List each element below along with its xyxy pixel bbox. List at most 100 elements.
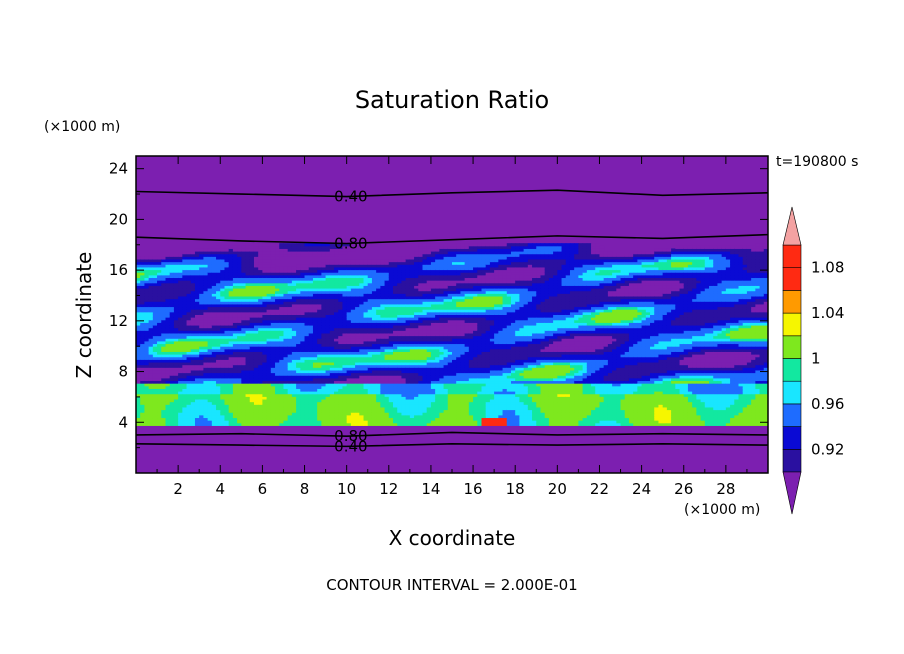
field-cell	[283, 322, 289, 326]
field-cell	[190, 414, 196, 419]
field-cell	[426, 311, 432, 315]
field-cell	[165, 377, 171, 382]
field-cell	[211, 327, 217, 331]
field-cell	[312, 311, 318, 315]
field-cell	[249, 314, 255, 318]
field-cell	[388, 388, 394, 392]
field-cell	[338, 420, 343, 424]
field-cell	[169, 293, 175, 297]
field-cell	[414, 362, 419, 366]
field-cell	[253, 420, 259, 424]
field-cell	[304, 251, 310, 255]
field-cell	[279, 290, 284, 294]
field-cell	[144, 298, 150, 302]
field-cell	[194, 385, 200, 389]
field-cell	[232, 296, 238, 300]
field-cell	[371, 356, 377, 360]
field-cell	[296, 393, 301, 397]
field-cell	[325, 359, 331, 363]
field-cell	[237, 362, 242, 366]
field-cell	[258, 367, 263, 371]
field-cell	[253, 351, 259, 355]
field-cell	[338, 375, 343, 379]
field-cell	[426, 285, 432, 289]
field-cell	[291, 301, 297, 305]
field-cell	[152, 393, 158, 397]
field-cell	[291, 322, 297, 326]
field-cell	[439, 340, 445, 345]
field-cell	[220, 296, 225, 300]
field-cell	[317, 375, 322, 379]
field-cell	[161, 420, 166, 424]
field-cell	[401, 319, 407, 323]
field-cell	[443, 385, 449, 389]
field-cell	[237, 317, 242, 321]
field-cell	[228, 282, 234, 286]
field-cell	[211, 372, 217, 376]
field-cell	[262, 248, 268, 252]
field-cell	[430, 259, 436, 263]
field-cell	[405, 380, 411, 384]
field-cell	[249, 348, 255, 352]
field-cell	[178, 414, 183, 419]
field-cell	[350, 327, 356, 331]
field-cell	[393, 301, 398, 305]
field-cell	[262, 282, 268, 286]
field-cell	[350, 412, 356, 416]
field-cell	[435, 256, 440, 260]
field-cell	[312, 330, 318, 334]
field-cell	[363, 314, 369, 318]
field-cell	[430, 409, 436, 413]
field-cell	[355, 274, 360, 279]
field-cell	[157, 406, 162, 411]
field-cell	[224, 274, 230, 279]
field-cell	[363, 277, 369, 281]
field-cell	[249, 261, 255, 265]
field-cell	[287, 369, 293, 374]
field-cell	[435, 253, 440, 257]
field-cell	[443, 380, 449, 384]
field-cell	[169, 375, 175, 379]
field-cell	[140, 314, 145, 318]
field-cell	[270, 330, 276, 334]
field-cell	[376, 372, 381, 376]
field-cell	[279, 285, 284, 289]
field-cell	[232, 259, 238, 263]
field-cell	[237, 351, 242, 355]
field-cell	[283, 325, 289, 329]
field-cell	[426, 401, 432, 405]
field-cell	[363, 383, 369, 387]
field-cell	[388, 404, 394, 408]
field-cell	[405, 280, 411, 284]
field-cell	[140, 330, 145, 334]
field-cell	[178, 296, 183, 300]
field-cell	[342, 422, 348, 426]
field-cell	[224, 385, 230, 389]
field-cell	[409, 372, 415, 376]
field-cell	[363, 412, 369, 416]
field-cell	[367, 406, 373, 411]
field-cell	[380, 266, 386, 271]
field-cell	[152, 404, 158, 408]
field-cell	[334, 303, 339, 308]
field-cell	[216, 277, 221, 281]
field-cell	[338, 322, 343, 326]
field-cell	[329, 348, 335, 352]
field-cell	[325, 288, 331, 292]
field-cell	[312, 380, 318, 384]
field-cell	[371, 380, 377, 384]
field-cell	[237, 399, 242, 403]
field-cell	[296, 282, 301, 286]
field-cell	[308, 272, 314, 276]
field-cell	[371, 383, 377, 387]
field-cell	[136, 354, 141, 358]
field-cell	[393, 372, 398, 376]
field-cell	[380, 306, 386, 310]
field-cell	[245, 348, 251, 352]
field-cell	[371, 277, 377, 281]
field-cell	[346, 404, 352, 408]
field-cell	[211, 301, 217, 305]
field-cell	[148, 369, 154, 374]
field-cell	[397, 319, 402, 323]
field-cell	[262, 253, 268, 257]
